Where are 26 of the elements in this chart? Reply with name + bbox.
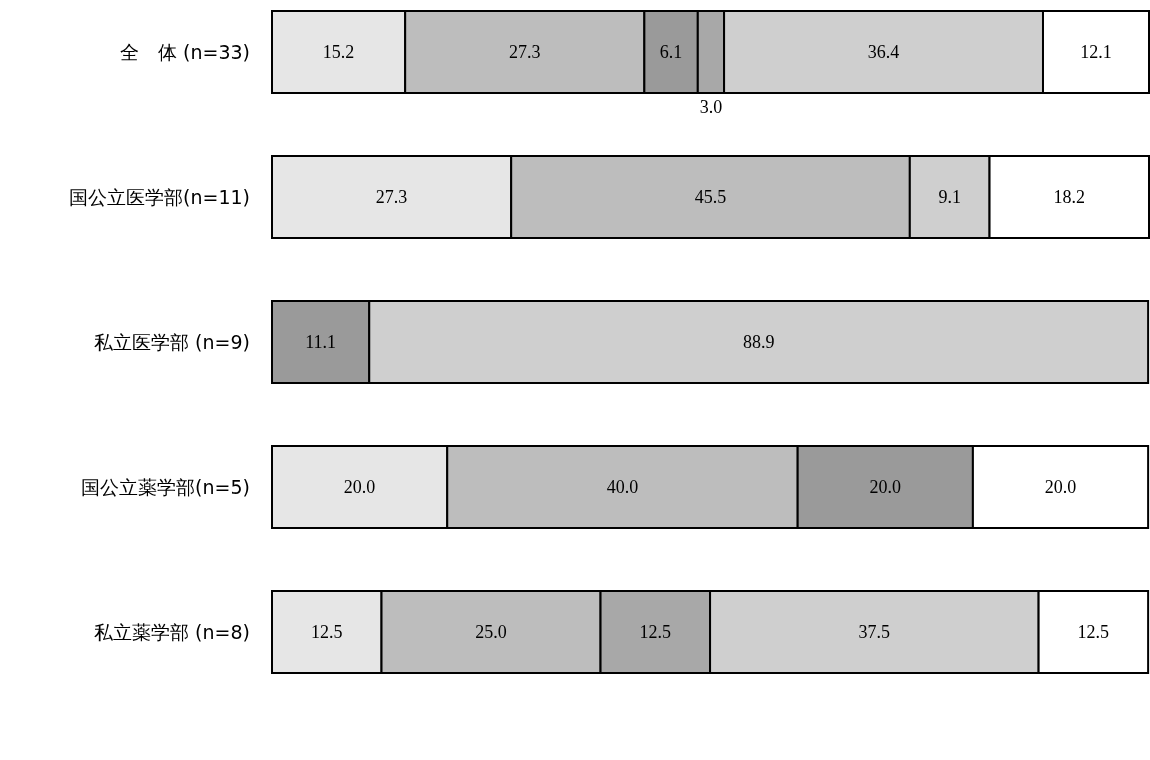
data-label: 12.1 (1080, 42, 1112, 62)
data-label: 3.0 (699, 97, 723, 117)
data-label: 20.0 (343, 477, 376, 497)
data-label: 12.5 (639, 622, 672, 642)
data-label: 36.4 (867, 42, 900, 62)
data-label: 27.3 (509, 42, 541, 62)
data-label: 45.5 (694, 187, 727, 207)
data-label: 11.1 (305, 332, 337, 352)
y-tick-label: 私立薬学部 (n=8) (94, 621, 250, 643)
y-tick-label: 全 体 (n=33) (119, 41, 250, 63)
data-label: 20.0 (1044, 477, 1077, 497)
data-label: 88.9 (742, 332, 775, 352)
data-label: 37.5 (858, 622, 891, 642)
y-tick-label: 国公立医学部(n=11) (69, 186, 250, 208)
data-label: 6.1 (659, 42, 683, 62)
data-label: 18.2 (1053, 187, 1086, 207)
data-label: 20.0 (869, 477, 902, 497)
data-label: 25.0 (475, 622, 507, 642)
data-label: 27.3 (375, 187, 408, 207)
data-label: 12.5 (311, 622, 343, 642)
y-tick-label: 国公立薬学部(n=5) (81, 476, 250, 498)
data-label: 9.1 (938, 187, 961, 207)
data-label: 40.0 (606, 477, 639, 497)
data-label: 15.2 (322, 42, 355, 62)
y-tick-label: 私立医学部 (n=9) (94, 331, 250, 353)
data-label: 12.5 (1077, 622, 1110, 642)
